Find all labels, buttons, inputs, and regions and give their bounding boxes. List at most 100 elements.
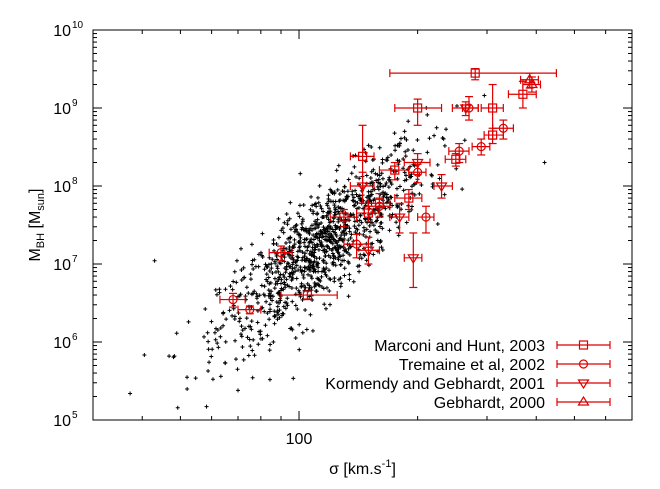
scatter-point xyxy=(275,304,280,309)
scatter-point xyxy=(271,237,276,242)
scatter-point xyxy=(285,222,290,227)
scatter-point xyxy=(404,137,409,142)
scatter-point xyxy=(425,112,430,117)
scatter-point xyxy=(216,345,221,350)
scatter-point xyxy=(403,149,408,154)
marker-circle xyxy=(245,305,255,315)
scatter-point xyxy=(432,133,437,138)
scatter-point xyxy=(213,287,218,292)
scatter-point xyxy=(374,178,379,183)
scatter-point xyxy=(347,277,352,282)
marker-square xyxy=(413,103,423,113)
scatter-point xyxy=(285,303,290,308)
scatter-point xyxy=(313,226,318,231)
scatter-point xyxy=(357,269,362,274)
scatter-point xyxy=(300,268,305,273)
x-axis-title: σ [km.s-1] xyxy=(329,458,396,478)
scatter-point xyxy=(250,348,255,353)
scatter-point xyxy=(272,276,277,281)
scatter-point xyxy=(278,281,283,286)
scatter-point xyxy=(309,276,314,281)
scatter-point xyxy=(290,266,295,271)
marker-circle xyxy=(374,201,385,211)
scatter-point xyxy=(285,296,290,301)
scatter-point xyxy=(287,274,292,279)
scatter-point xyxy=(304,237,309,242)
scatter-point xyxy=(333,227,338,232)
legend-marker-triangle-up xyxy=(577,395,590,406)
scatter-point xyxy=(331,262,336,267)
scatter-point xyxy=(346,238,351,243)
scatter-point xyxy=(300,250,305,255)
scatter-point xyxy=(218,326,223,331)
scatter-point xyxy=(235,367,240,372)
y-tick-label: 107 xyxy=(53,254,78,274)
scatter-point xyxy=(304,327,309,332)
scatter-point xyxy=(171,355,176,360)
scatter-point xyxy=(376,187,381,192)
scatter-point xyxy=(309,237,314,242)
scatter-point xyxy=(305,281,310,286)
scatter-point xyxy=(332,190,337,195)
scatter-point xyxy=(296,232,301,237)
scatter-point xyxy=(207,360,212,365)
scatter-point xyxy=(260,231,265,236)
scatter-point xyxy=(376,177,381,182)
scatter-point xyxy=(263,323,268,328)
scatter-point xyxy=(333,263,338,268)
scatter-point xyxy=(238,246,243,251)
marker-circle xyxy=(476,141,486,152)
scatter-point xyxy=(373,227,378,232)
scatter-point xyxy=(256,252,261,257)
scatter-point xyxy=(327,239,332,244)
scatter-point xyxy=(312,202,317,207)
scatter-point xyxy=(395,143,400,148)
scatter-point xyxy=(287,247,292,252)
scatter-point xyxy=(185,375,190,380)
scatter-point xyxy=(142,352,147,357)
scatter-point xyxy=(361,225,366,230)
scatter-point xyxy=(354,226,359,231)
scatter-point xyxy=(354,174,359,179)
scatter-point xyxy=(174,331,179,336)
scatter-point xyxy=(261,292,266,297)
scatter-point xyxy=(272,313,277,318)
scatter-point xyxy=(235,388,240,393)
scatter-point xyxy=(252,257,257,262)
scatter-point xyxy=(351,279,356,284)
scatter-point xyxy=(341,245,346,250)
scatter-point xyxy=(393,143,398,148)
scatter-point xyxy=(260,253,265,258)
scatter-point xyxy=(308,207,313,212)
scatter-point xyxy=(379,171,384,176)
scatter-point xyxy=(357,218,362,223)
scatter-point xyxy=(341,253,346,258)
scatter-point xyxy=(349,171,354,176)
scatter-point xyxy=(340,189,345,194)
scatter-point xyxy=(258,336,263,341)
scatter-point xyxy=(339,233,344,238)
scatter-point xyxy=(324,213,329,218)
scatter-point xyxy=(275,279,280,284)
scatter-point xyxy=(241,357,246,362)
scatter-point xyxy=(333,232,338,237)
data-point xyxy=(355,236,381,265)
data-point xyxy=(367,197,391,218)
scatter-point xyxy=(338,276,343,281)
scatter-point xyxy=(152,258,157,263)
scatter-point xyxy=(542,160,547,165)
data-point xyxy=(403,232,423,289)
scatter-point xyxy=(239,278,244,283)
scatter-point xyxy=(213,326,218,331)
scatter-point xyxy=(353,188,358,193)
scatter-point xyxy=(435,162,440,167)
scatter-point xyxy=(388,180,393,185)
scatter-point xyxy=(266,275,271,280)
scatter-point xyxy=(335,187,340,192)
scatter-point xyxy=(347,229,352,234)
scatter-point xyxy=(357,176,362,181)
marker-circle xyxy=(421,212,431,222)
scatter-point xyxy=(380,248,385,253)
scatter-point xyxy=(250,258,255,263)
scatter-point xyxy=(267,348,272,353)
